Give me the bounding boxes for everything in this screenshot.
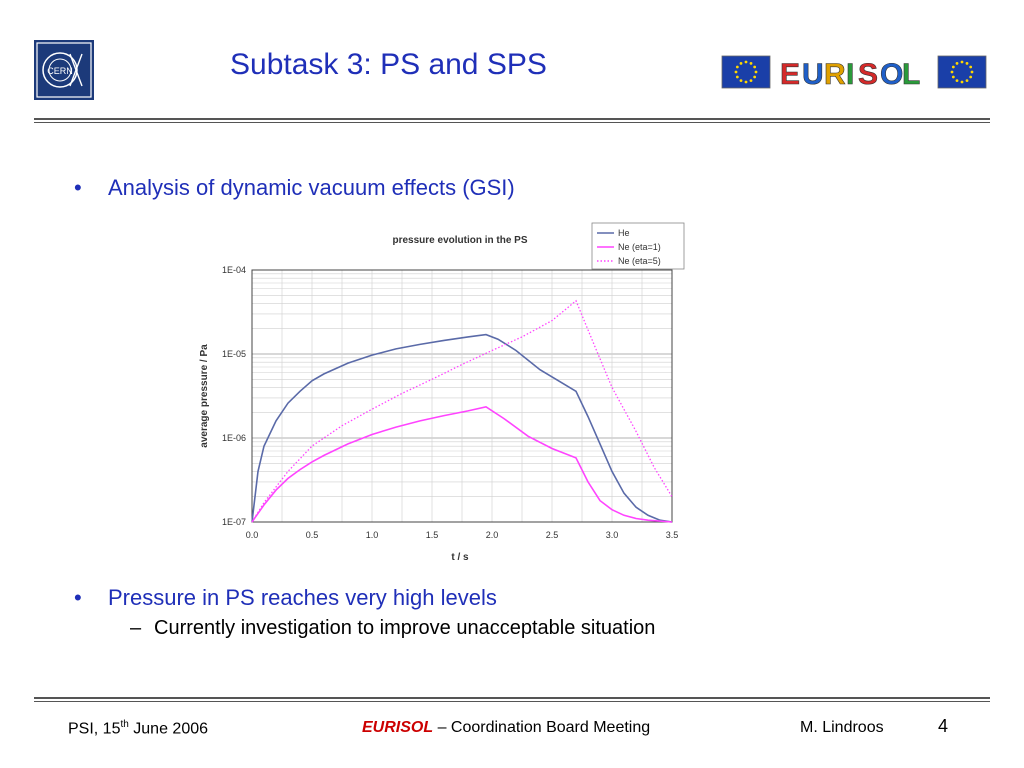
bullet-glyph: • [74,585,82,610]
bullet-text: Analysis of dynamic vacuum effects (GSI) [108,175,515,200]
eu-star [735,75,739,79]
footer-meeting-name: – Coordination Board Meeting [433,719,651,736]
eu-star [965,79,969,83]
y-tick-label: 1E-04 [222,265,246,275]
eu-star [955,79,959,83]
chart-legend: He Ne (eta=1) Ne (eta=5) [591,222,685,270]
eurisol-wordmark: E U R I S OL [780,58,921,90]
cern-logo: CERN [34,40,94,100]
eu-flag-icon-left [721,55,771,89]
footer-venue-date: PSI, 15th June 2006 [68,719,208,738]
x-tick-label: 2.5 [546,530,559,540]
y-tick-label: 1E-06 [222,433,246,443]
series-line-2 [251,299,673,523]
bullet-item-2: • Pressure in PS reaches very high levels [74,585,497,611]
wordmark-letter: O [880,58,903,90]
eu-star [969,75,973,79]
footer-brand: EURISOL [362,719,434,736]
bullet-glyph: • [74,175,82,200]
series-line-1 [251,405,673,523]
footer-meeting: EURISOL – Coordination Board Meeting [362,719,650,737]
eu-star [970,70,974,74]
series-line-0 [251,333,673,523]
wordmark-letter: L [902,58,920,90]
ticks-layer: 0.0 0.5 1.0 1.5 2.0 2.5 3.0 3.5 1E-07 1E-06 1E-05 1… [222,265,678,540]
eu-star [950,70,954,74]
slide-title: Subtask 3: PS and SPS [230,48,547,81]
legend-label: Ne (eta=5) [618,256,661,266]
legend-box [591,222,685,270]
footer-divider [34,697,990,702]
x-tick-label: 3.0 [606,530,619,540]
chart-title: pressure evolution in the PS [392,235,527,246]
wordmark-letter: S [858,58,878,90]
eu-star [735,65,739,69]
eu-star [960,80,964,84]
eu-star [749,79,753,83]
eu-star [969,65,973,69]
pressure-chart: 0.0 0.5 1.0 1.5 2.0 2.5 3.0 3.5 1E-07 1E-06 1E-05 1… [190,222,690,567]
y-axis-label: average pressure / Pa [199,344,210,448]
eu-star [739,61,743,65]
y-tick-label: 1E-07 [222,517,246,527]
header-divider [34,118,990,123]
series-layer [251,299,673,523]
legend-label: He [618,228,630,238]
x-tick-label: 1.0 [366,530,379,540]
eu-star [744,80,748,84]
wordmark-letter: U [802,58,824,90]
footer-venue: PSI, 15 [68,720,121,738]
eu-star [749,61,753,65]
bullet-text: Pressure in PS reaches very high levels [108,585,497,610]
eu-star [951,75,955,79]
x-tick-label: 0.5 [306,530,319,540]
y-tick-label: 1E-05 [222,349,246,359]
x-tick-label: 2.0 [486,530,499,540]
x-axis-label: t / s [451,552,469,563]
footer-ordinal: th [120,719,129,730]
eu-star [951,65,955,69]
eurisol-logo: E U R I S OL [721,55,987,90]
footer-date: June 2006 [128,720,209,738]
sub-bullet-item: – Currently investigation to improve unac… [130,617,655,640]
sub-bullet-text: Currently investigation to improve unacc… [154,617,656,639]
page-number: 4 [938,716,949,736]
eu-star [965,61,969,65]
plot-frame [251,269,673,523]
x-tick-label: 1.5 [426,530,439,540]
footer-author: M. Lindroos [800,719,884,736]
eu-star [744,60,748,64]
wordmark-letter: I [846,58,854,90]
eu-star [955,61,959,65]
cern-logo-text: CERN [47,66,73,76]
eu-star [753,75,757,79]
wordmark-letter: R [824,58,846,90]
eu-star [754,70,758,74]
x-tick-label: 3.5 [666,530,679,540]
legend-label: Ne (eta=1) [618,242,661,252]
eu-flag-icon-right [937,55,987,89]
bullet-item-1: • Analysis of dynamic vacuum effects (GSI… [74,175,515,201]
sub-bullet-glyph: – [130,617,142,639]
eu-star [734,70,738,74]
x-tick-label: 0.0 [246,530,259,540]
wordmark-letter: E [780,58,800,90]
eu-star [753,65,757,69]
eu-star [960,60,964,64]
eu-star [739,79,743,83]
